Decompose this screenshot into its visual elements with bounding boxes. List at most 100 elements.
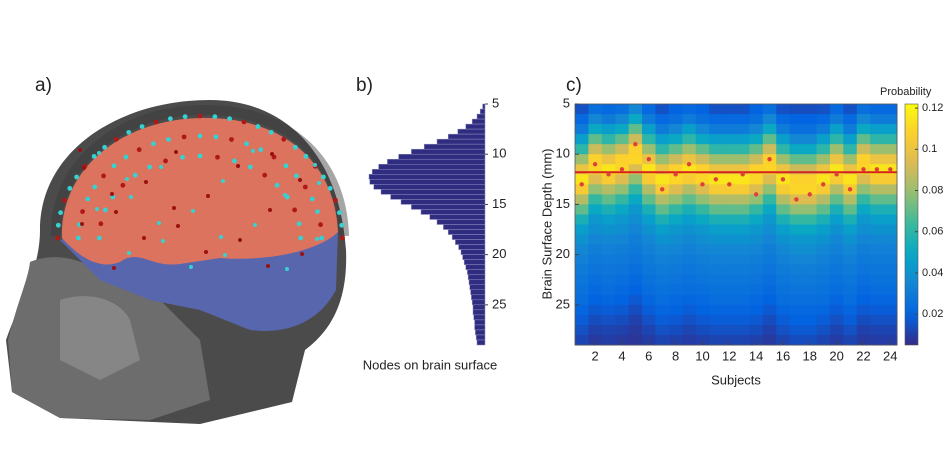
heatmap-cell xyxy=(789,174,804,185)
subject-point xyxy=(673,172,678,177)
heatmap-cell xyxy=(816,234,831,246)
heatmap-cell xyxy=(843,294,858,306)
heatmap-cell xyxy=(695,304,710,316)
heatmap-cell xyxy=(722,204,737,215)
heatmap-cell xyxy=(642,234,656,246)
heatmap-cell xyxy=(615,314,630,326)
heatmap-cell xyxy=(883,304,898,316)
heatmap-cell xyxy=(870,194,885,205)
heatmap-cell xyxy=(843,314,858,326)
panel-label: b) xyxy=(356,75,373,96)
heatmap-cell xyxy=(642,314,656,326)
colorbar xyxy=(904,103,919,346)
heatmap-cell xyxy=(682,314,697,326)
plot-frame xyxy=(574,103,898,346)
electrode-dot xyxy=(112,266,116,270)
heatmap-cell xyxy=(628,284,643,296)
heatmap-cell xyxy=(695,164,710,175)
heatmap-cell xyxy=(588,154,603,165)
heatmap-cell xyxy=(736,274,750,286)
electrode-dot xyxy=(253,223,257,227)
heatmap-cell xyxy=(601,104,616,115)
heatmap-cell xyxy=(588,254,603,266)
heatmap-cell xyxy=(628,244,643,256)
heatmap-cell xyxy=(816,114,831,125)
heatmap-cell xyxy=(762,124,777,135)
heatmap-cell xyxy=(588,274,603,286)
heatmap-cell xyxy=(588,134,603,145)
heatmap-cell xyxy=(789,294,804,306)
heatmap-cell xyxy=(816,244,831,256)
heatmap-cell xyxy=(695,294,710,306)
heatmap-cell xyxy=(668,324,683,336)
heatmap-cell xyxy=(722,154,737,165)
subject-point xyxy=(606,172,611,177)
heatmap-cell xyxy=(668,164,683,175)
heatmap-cell xyxy=(762,314,777,326)
heatmap-cell xyxy=(816,184,831,195)
bar xyxy=(443,224,486,230)
subject-point xyxy=(861,167,866,172)
heatmap-cell xyxy=(816,284,831,296)
heatmap-cell xyxy=(829,104,844,115)
electrode-dot xyxy=(333,197,338,203)
heatmap-cell xyxy=(588,314,603,326)
electrode-dot xyxy=(113,136,119,142)
heatmap-cell xyxy=(776,224,791,236)
electrode-dot xyxy=(136,147,142,153)
electrode-dot xyxy=(129,195,133,199)
heatmap-cell xyxy=(588,214,603,225)
heatmap-cell xyxy=(642,194,656,205)
panel-label: c) xyxy=(566,75,582,96)
heatmap-cell xyxy=(575,314,589,326)
heatmap-cell xyxy=(883,194,898,205)
heatmap-cell xyxy=(856,214,871,225)
heatmap-cell xyxy=(695,274,710,286)
bar xyxy=(423,143,486,150)
electrode-dot xyxy=(95,207,99,211)
heatmap-cell xyxy=(642,324,656,336)
heatmap-cell xyxy=(736,184,750,195)
heatmap-cell xyxy=(601,184,616,195)
heatmap-cell xyxy=(803,154,817,165)
heatmap-cell xyxy=(736,164,750,175)
heatmap-cell xyxy=(695,114,710,125)
heatmap-cell xyxy=(856,234,871,246)
subject-point xyxy=(821,182,826,187)
heatmap-cell xyxy=(575,144,589,155)
heatmap-cell xyxy=(883,334,898,346)
electrode-dot xyxy=(283,163,289,169)
electrode-dot xyxy=(76,235,81,241)
heatmap-cell xyxy=(829,134,844,145)
heatmap-cell xyxy=(736,114,750,125)
electrode-dot xyxy=(172,206,176,210)
heatmap-cell xyxy=(601,194,616,205)
electrode-dot xyxy=(229,137,234,142)
subject-point xyxy=(686,162,692,167)
heatmap-cell xyxy=(588,244,603,256)
heatmap-cell xyxy=(816,134,831,145)
heatmap-cell xyxy=(642,214,656,225)
heatmap-cell xyxy=(816,204,831,215)
heatmap-cell xyxy=(776,324,791,336)
heatmap-cell xyxy=(601,304,616,316)
subject-point xyxy=(767,157,772,162)
electrode-dot xyxy=(80,222,84,226)
heatmap-cell xyxy=(736,244,750,256)
heatmap-cell xyxy=(816,274,831,286)
heatmap-cell xyxy=(762,264,777,276)
heatmap-cell xyxy=(762,174,777,185)
heatmap-cell xyxy=(709,334,724,346)
heatmap-cell xyxy=(762,184,777,195)
heatmap-cell xyxy=(575,134,589,145)
heatmap-cell xyxy=(870,134,885,145)
heatmap-cell xyxy=(588,304,603,316)
heatmap-cell xyxy=(843,324,858,336)
heatmap-cell xyxy=(883,144,898,155)
heatmap-cell xyxy=(883,184,898,195)
heatmap-cell xyxy=(682,184,697,195)
heatmap-cell xyxy=(682,114,697,125)
bar xyxy=(471,294,486,301)
bar xyxy=(475,329,486,336)
heatmap-cell xyxy=(615,174,630,185)
